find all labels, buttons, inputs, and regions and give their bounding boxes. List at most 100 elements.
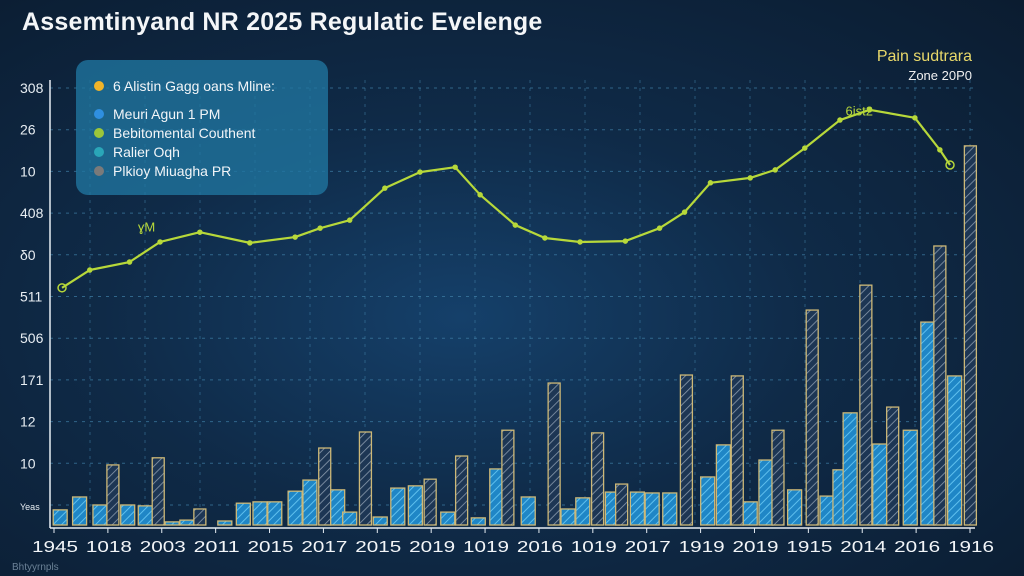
bar-hatched (547, 382, 561, 526)
bar-hatched (859, 284, 873, 526)
bar-solid (758, 459, 774, 526)
x-tick-label: 2011 (194, 539, 240, 556)
line-series (57, 107, 955, 293)
bar-solid (629, 491, 646, 526)
annotations: ɣM 6ist2 (138, 104, 873, 235)
x-tick-label: 2014 (840, 539, 886, 556)
line-point (707, 180, 714, 186)
legend-dot-icon (94, 127, 104, 138)
y-tick-label: 408 (20, 205, 44, 221)
legend-item: Meuri Agun 1 PM (94, 104, 328, 123)
line-point (197, 229, 203, 235)
watermark-text: Bhtyyrnpls (12, 562, 59, 573)
bar-solid (742, 501, 758, 526)
bar-hatched (358, 431, 373, 526)
line-point (417, 169, 423, 175)
x-tick-label: 1019 (571, 539, 617, 556)
legend-label: 6 Alistin Gagg oans Mline: (113, 77, 275, 94)
x-tick-label: 2015 (248, 539, 294, 556)
bar-solid (302, 479, 318, 526)
bar-hatched (933, 245, 947, 526)
bar-solid (217, 520, 233, 526)
legend-dot-icon (94, 146, 104, 157)
bar-solid (120, 504, 136, 526)
line-point (747, 175, 753, 181)
line-point (87, 267, 93, 273)
bar-hatched (454, 455, 469, 526)
bar-hatched (590, 432, 605, 526)
line-point (681, 209, 688, 215)
bar-solid (235, 502, 251, 526)
line-point (937, 147, 943, 153)
bar-solid (137, 505, 153, 526)
x-tick-label: 1915 (786, 539, 832, 556)
legend-item: 6 Alistin Gagg oans Mline: (94, 76, 328, 95)
bar-hatched (963, 145, 978, 526)
line-point (945, 160, 955, 170)
bar-solid (947, 375, 963, 526)
line-point (157, 239, 163, 245)
y-tick-label: 171 (20, 372, 44, 388)
x-tick-label: 2017 (625, 539, 671, 556)
line-point (542, 235, 548, 241)
bar-hatched (318, 447, 332, 526)
line-point (622, 238, 629, 244)
bar-hatched (730, 375, 744, 526)
x-tick-label: 2015 (355, 539, 401, 556)
legend-dot-icon (94, 108, 104, 119)
line-point (912, 115, 918, 121)
annotation-label: 6ist2 (846, 104, 873, 119)
line-point (382, 185, 388, 191)
trend-line (61, 108, 951, 289)
line-point (512, 222, 519, 228)
legend-item: Bebitomental Couthent (94, 123, 328, 142)
line-point (247, 240, 253, 246)
legend-dot-icon (94, 80, 104, 91)
y-tick-label: 12 (20, 414, 36, 430)
x-tick-label: 2019 (409, 539, 455, 556)
bar-solid (560, 508, 576, 526)
bar-solid (700, 476, 716, 526)
bar-solid (520, 496, 536, 526)
x-tick-label: 2016 (517, 539, 563, 556)
y-tick-label: 308 (20, 80, 44, 96)
line-point (802, 145, 808, 151)
bar-solid (342, 511, 358, 526)
bar-solid (872, 443, 888, 526)
bar-solid (842, 412, 858, 526)
y-tick-label: 10 (20, 455, 36, 471)
line-point (126, 259, 133, 265)
bar-hatched (423, 478, 437, 526)
x-tick-label: 2016 (894, 539, 940, 556)
corner-label-title: Pain sudtrara (876, 48, 972, 65)
bar-solid (287, 490, 303, 526)
x-tick-label: 1919 (679, 539, 725, 556)
bar-solid (786, 489, 803, 526)
bar-solid (575, 497, 591, 526)
y-tick-label: Yeas (20, 502, 40, 512)
legend-dot-icon (94, 165, 104, 176)
annotation-label: ɣM (138, 219, 155, 234)
bar-solid (920, 321, 936, 526)
line-point (57, 283, 67, 293)
x-tick-label: 1019 (463, 539, 509, 556)
line-point (346, 217, 353, 223)
line-point (837, 117, 843, 123)
bar-solid (252, 501, 268, 526)
bar-solid (440, 511, 456, 526)
bar-solid (179, 519, 195, 526)
bar-series (52, 145, 978, 526)
bar-solid (71, 496, 88, 526)
bar-hatched (886, 406, 900, 526)
x-tick-label: 1945 (32, 539, 78, 556)
legend-label: Meuri Agun 1 PM (113, 105, 221, 122)
y-tick-label: 506 (20, 330, 44, 346)
bar-hatched (501, 429, 515, 526)
corner-label-subtitle: Zone 20P0 (908, 68, 972, 83)
legend: 6 Alistin Gagg oans Mline: Meuri Agun 1 … (76, 60, 328, 195)
line-point (772, 167, 778, 173)
line-point (656, 225, 663, 231)
legend-label: Plkioy Miuagha PR (113, 162, 232, 179)
legend-label: Bebitomental Couthent (113, 124, 256, 141)
